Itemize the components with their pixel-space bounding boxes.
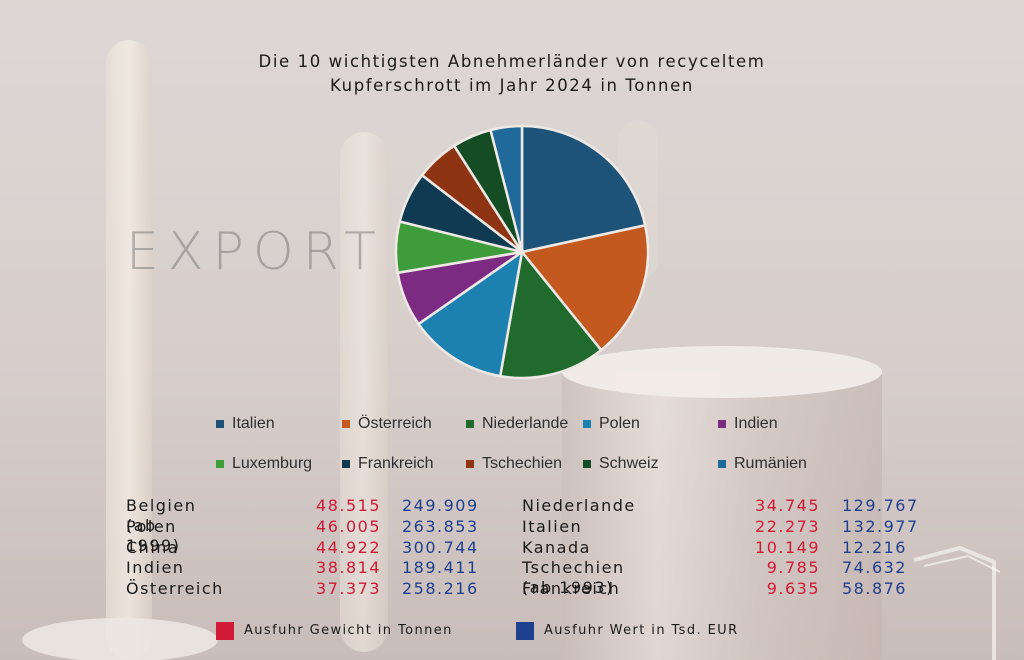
chart-title-line-1: Die 10 wichtigsten Abnehmerländer von re…	[258, 52, 766, 71]
row-value: 58.876	[842, 579, 907, 598]
row-country: Polen	[126, 517, 177, 536]
row-country: China	[126, 538, 180, 557]
row-value: 189.411	[402, 558, 479, 577]
legend-swatch	[342, 419, 350, 428]
row-country: Österreich	[126, 579, 224, 598]
legend-item: Frankreich	[342, 454, 434, 474]
legend-item: Indien	[718, 414, 778, 434]
row-value: 129.767	[842, 496, 919, 515]
row-weight: 37.373	[316, 579, 381, 598]
row-weight: 48.515	[316, 496, 381, 515]
legend-label: Italien	[232, 415, 275, 432]
row-country: Tschechien (ab 1993)	[522, 558, 625, 597]
legend-swatch	[718, 459, 726, 468]
legend-swatch	[583, 419, 591, 428]
row-country: Niederlande	[522, 496, 636, 515]
table-legend-label: Ausfuhr Gewicht in Tonnen	[244, 623, 453, 638]
legend-swatch	[466, 419, 474, 428]
table-legend-item: Ausfuhr Gewicht in Tonnen	[216, 622, 496, 640]
row-value: 74.632	[842, 558, 907, 577]
legend-item: Italien	[216, 414, 275, 434]
legend-item: Rumänien	[718, 454, 807, 474]
legend-item: Polen	[583, 414, 640, 434]
row-weight: 10.149	[755, 538, 820, 557]
legend-label: Österreich	[358, 415, 432, 432]
row-value: 249.909	[402, 496, 479, 515]
pie-slice-österreich	[519, 223, 650, 352]
row-country: Indien	[126, 558, 185, 577]
legend-item: Schweiz	[583, 454, 659, 474]
row-weight: 22.273	[755, 517, 820, 536]
legend-label: Indien	[734, 415, 778, 432]
chart-title-line-2: Kupferschrott im Jahr 2024 in Tonnen	[330, 76, 694, 95]
legend-label: Rumänien	[734, 455, 807, 472]
row-country: Belgien (ab 1999)	[126, 496, 197, 555]
legend-swatch	[216, 419, 224, 428]
table-legend-swatch	[516, 622, 534, 640]
legend-label: Tschechien	[482, 455, 563, 472]
legend-label: Frankreich	[358, 455, 434, 472]
row-country: Frankreich	[522, 579, 621, 598]
legend-item: Luxemburg	[216, 454, 312, 474]
row-country: Italien	[522, 517, 583, 536]
pie-slice-italien	[520, 124, 647, 254]
table-legend-item: Ausfuhr Wert in Tsd. EUR	[516, 622, 796, 640]
row-value: 258.216	[402, 579, 479, 598]
row-value: 300.744	[402, 538, 479, 557]
row-value: 132.977	[842, 517, 919, 536]
row-value: 12.216	[842, 538, 907, 557]
legend-label: Luxemburg	[232, 455, 313, 472]
row-weight: 38.814	[316, 558, 381, 577]
legend-label: Schweiz	[599, 455, 659, 472]
table-legend-swatch	[216, 622, 234, 640]
row-weight: 34.745	[755, 496, 820, 515]
legend-swatch	[583, 459, 591, 468]
row-country: Kanada	[522, 538, 591, 557]
legend-swatch	[342, 459, 350, 468]
row-weight: 44.922	[316, 538, 381, 557]
pie-slice-rumänien	[488, 124, 524, 253]
row-weight: 9.785	[766, 558, 820, 577]
legend-item: Tschechien	[466, 454, 562, 474]
legend-swatch	[216, 459, 224, 468]
legend-label: Niederlande	[482, 415, 569, 432]
pie-slice-polen	[416, 249, 524, 378]
legend-item: Österreich	[342, 414, 432, 434]
table-legend-label: Ausfuhr Wert in Tsd. EUR	[544, 623, 739, 638]
legend-swatch	[466, 459, 474, 468]
legend-label: Polen	[599, 415, 640, 432]
pie-slice-niederlande	[498, 249, 603, 380]
row-weight: 9.635	[766, 579, 820, 598]
watermark-text: EXPORT	[126, 222, 385, 282]
row-weight: 46.005	[316, 517, 381, 536]
row-value: 263.853	[402, 517, 479, 536]
legend-item: Niederlande	[466, 414, 568, 434]
legend-swatch	[718, 419, 726, 428]
